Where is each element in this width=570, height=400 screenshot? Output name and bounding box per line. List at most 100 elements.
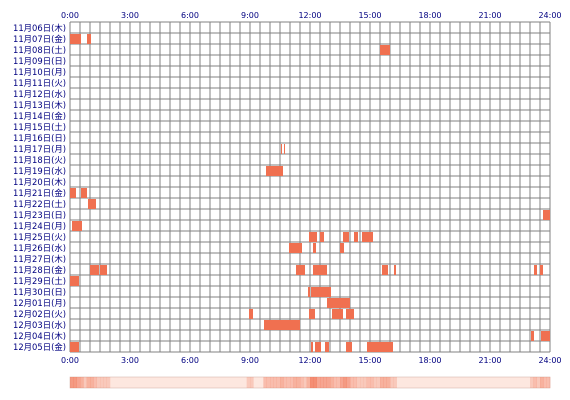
x-tick-label: 18:00 xyxy=(418,11,441,20)
activity-bar xyxy=(534,265,537,275)
density-bin xyxy=(383,377,387,388)
row-label: 11月26日(水) xyxy=(13,243,66,253)
activity-bar xyxy=(281,144,282,154)
density-bin xyxy=(350,377,354,388)
x-tick-label: 24:00 xyxy=(538,356,561,365)
density-bin xyxy=(346,377,351,388)
row-label: 11月24日(月) xyxy=(13,221,66,231)
density-bin xyxy=(370,377,374,388)
density-bin xyxy=(313,377,317,388)
density-bin xyxy=(380,377,384,388)
density-bin xyxy=(106,377,111,388)
density-bin xyxy=(326,377,331,388)
activity-bar xyxy=(70,188,76,198)
row-label: 11月12日(水) xyxy=(13,89,66,99)
density-bin xyxy=(103,377,107,388)
x-tick-label: 0:00 xyxy=(61,11,79,20)
x-tick-label: 12:00 xyxy=(298,11,321,20)
activity-bar xyxy=(284,144,285,154)
row-label: 11月20日(木) xyxy=(13,177,66,187)
density-bin xyxy=(246,377,251,388)
density-bin xyxy=(266,377,271,388)
density-bin xyxy=(96,377,101,388)
density-bin xyxy=(100,377,104,388)
row-label: 11月19日(水) xyxy=(13,166,66,176)
activity-bar xyxy=(541,331,550,341)
activity-bar xyxy=(88,199,96,209)
activity-bar xyxy=(308,287,310,297)
density-bin xyxy=(330,377,334,388)
density-bin xyxy=(73,377,77,388)
density-bin xyxy=(303,377,307,388)
row-label: 11月30日(日) xyxy=(13,287,66,297)
x-tick-label: 18:00 xyxy=(418,356,441,365)
density-bin xyxy=(536,377,541,388)
activity-bar xyxy=(382,265,388,275)
density-bin xyxy=(263,377,267,388)
activity-bar xyxy=(313,265,327,275)
density-bin xyxy=(390,377,394,388)
activity-bar xyxy=(309,232,317,242)
row-label: 11月13日(木) xyxy=(13,100,66,110)
activity-bar xyxy=(540,265,543,275)
activity-bar xyxy=(309,309,315,319)
density-bin xyxy=(276,377,281,388)
density-strip xyxy=(69,376,551,389)
x-tick-label: 12:00 xyxy=(298,356,321,365)
activity-bar xyxy=(100,265,107,275)
activity-bar xyxy=(340,243,344,253)
row-label: 11月23日(日) xyxy=(13,210,66,220)
row-label: 11月07日(金) xyxy=(13,34,66,44)
x-tick-label: 6:00 xyxy=(181,356,199,365)
x-tick-label: 0:00 xyxy=(61,356,79,365)
row-label: 11月28日(金) xyxy=(13,265,66,275)
activity-bar xyxy=(362,232,373,242)
row-label: 11月08日(土) xyxy=(13,45,66,55)
x-ticks-top: 0:00 3:00 6:00 9:00 12:00 15:00 18:00 21:00 24:0… xyxy=(61,11,562,20)
density-bin xyxy=(293,377,297,388)
density-bin xyxy=(320,377,324,388)
x-tick-label: 15:00 xyxy=(358,356,381,365)
row-label: 11月15日(土) xyxy=(13,122,66,132)
row-labels: 11月06日(木)11月07日(金)11月08日(土)11月09日(日)11月1… xyxy=(13,23,66,352)
activity-bar xyxy=(70,342,79,352)
density-bin xyxy=(366,377,371,388)
row-label: 11月06日(木) xyxy=(13,23,66,33)
activity-bar xyxy=(72,221,82,231)
activity-bar xyxy=(70,34,81,44)
x-tick-label: 21:00 xyxy=(478,11,501,20)
density-bin xyxy=(376,377,381,388)
activity-bar xyxy=(266,166,283,176)
x-ticks-bottom: 0:00 3:00 6:00 9:00 12:00 15:00 18:00 21:00 24:0… xyxy=(61,356,562,365)
row-label: 11月29日(土) xyxy=(13,276,66,286)
activity-bar xyxy=(87,34,91,44)
activity-bar xyxy=(367,342,393,352)
density-bin xyxy=(280,377,284,388)
density-bin xyxy=(270,377,274,388)
activity-bar xyxy=(346,309,354,319)
activity-bar xyxy=(346,342,352,352)
row-label: 11月21日(金) xyxy=(13,188,66,198)
density-bin xyxy=(540,377,544,388)
activity-bar xyxy=(343,232,349,242)
activity-bar xyxy=(327,298,350,308)
density-bin xyxy=(273,377,277,388)
activity-bar xyxy=(380,45,390,55)
activity-bar xyxy=(354,232,358,242)
density-bin xyxy=(316,377,321,388)
activity-bar xyxy=(90,265,99,275)
density-bin xyxy=(93,377,97,388)
density-bin xyxy=(530,377,534,388)
density-bin xyxy=(306,377,311,388)
density-bin xyxy=(373,377,377,388)
row-label: 11月18日(火) xyxy=(13,155,66,165)
row-label: 12月02日(火) xyxy=(13,309,66,319)
row-label: 11月17日(月) xyxy=(13,144,66,154)
density-bin xyxy=(83,377,87,388)
row-label: 11月10日(月) xyxy=(13,67,66,77)
row-label: 11月14日(金) xyxy=(13,111,66,121)
density-bin xyxy=(543,377,547,388)
density-bin xyxy=(250,377,254,388)
density-bin xyxy=(360,377,364,388)
